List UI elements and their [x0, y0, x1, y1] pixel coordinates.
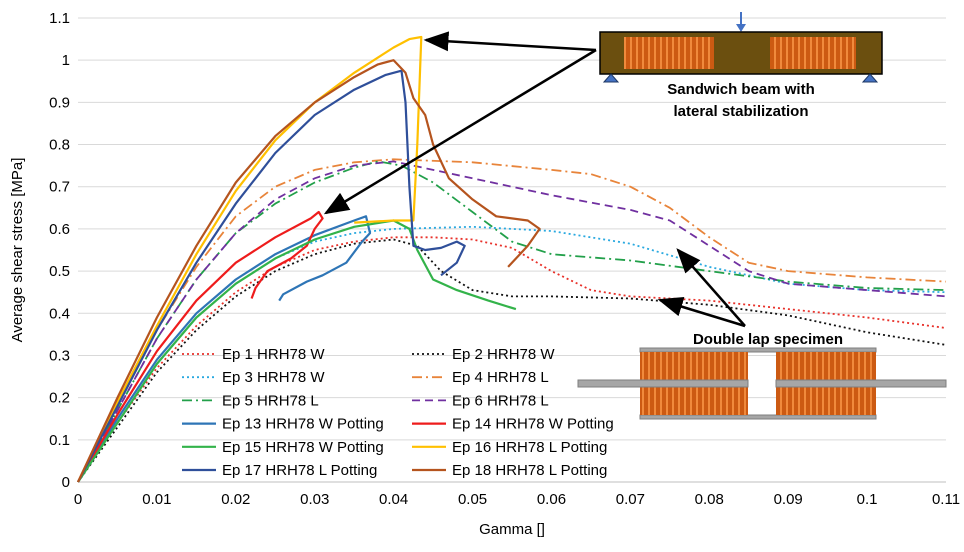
x-tick-label: 0.08 — [695, 491, 724, 508]
x-tick-label: 0.03 — [300, 491, 329, 508]
y-tick-label: 0.9 — [49, 94, 70, 111]
legend-label: Ep 4 HRH78 L — [452, 369, 549, 386]
legend-label: Ep 5 HRH78 L — [222, 392, 319, 409]
annotation-arrows — [323, 31, 746, 328]
y-tick-label: 1.1 — [49, 10, 70, 27]
legend-label: Ep 13 HRH78 W Potting — [222, 416, 384, 433]
axes: 0 0.1 0.2 0.3 0.4 0.5 0.6 0.7 0.8 0.9 1 1.1 0 0.01 0.0… — [9, 10, 960, 538]
legend-label: Ep 1 HRH78 W — [222, 346, 325, 363]
legend-label: Ep 2 HRH78 W — [452, 346, 555, 363]
y-tick-label: 0.1 — [49, 432, 70, 449]
y-axis-title: Average shear stress [MPa] — [9, 158, 26, 343]
x-tick-label: 0.01 — [142, 491, 171, 508]
y-tick-label: 0.4 — [49, 305, 70, 322]
legend-label: Ep 15 HRH78 W Potting — [222, 439, 384, 456]
x-tick-label: 0.06 — [537, 491, 566, 508]
y-tick-label: 0.7 — [49, 179, 70, 196]
series-line — [77, 35, 423, 483]
sandwich-beam-illustration: Sandwich beam with lateral stabilization — [599, 12, 883, 120]
series-line — [77, 225, 947, 483]
x-tick-label: 0.05 — [458, 491, 487, 508]
legend-label: Ep 17 HRH78 L Potting — [222, 462, 377, 479]
y-tick-label: 1 — [62, 52, 70, 69]
x-tick-label: 0.07 — [616, 491, 645, 508]
sandwich-label-1: Sandwich beam with — [667, 81, 815, 98]
series-line — [77, 158, 947, 483]
double-lap-label: Double lap specimen — [693, 331, 843, 348]
x-axis-title: Gamma [] — [479, 521, 545, 538]
series-line — [77, 210, 324, 483]
series-line — [77, 160, 947, 483]
x-tick-label: 0.02 — [221, 491, 250, 508]
series-line — [77, 215, 372, 483]
sandwich-label-2: lateral stabilization — [673, 103, 808, 120]
series-line — [77, 59, 541, 483]
x-tick-label: 0.04 — [379, 491, 408, 508]
x-tick-label: 0.1 — [857, 491, 878, 508]
x-tick-label: 0 — [74, 491, 82, 508]
series-line — [77, 219, 517, 483]
legend: Ep 1 HRH78 W Ep 2 HRH78 W Ep 3 HRH78 W Ep 4… — [182, 346, 614, 479]
y-tick-label: 0.3 — [49, 347, 70, 364]
double-lap-illustration: Double lap specimen — [577, 331, 947, 420]
legend-label: Ep 18 HRH78 L Potting — [452, 462, 607, 479]
x-tick-label: 0.09 — [774, 491, 803, 508]
series-group — [77, 35, 947, 483]
y-tick-label: 0.6 — [49, 221, 70, 238]
legend-label: Ep 16 HRH78 L Potting — [452, 439, 607, 456]
y-tick-label: 0 — [62, 474, 70, 491]
legend-label: Ep 6 HRH78 L — [452, 392, 549, 409]
x-tick-label: 0.11 — [932, 491, 960, 508]
y-tick-label: 0.8 — [49, 137, 70, 154]
legend-label: Ep 3 HRH78 W — [222, 369, 325, 386]
legend-label: Ep 14 HRH78 W Potting — [452, 416, 614, 433]
y-tick-label: 0.2 — [49, 390, 70, 407]
y-tick-label: 0.5 — [49, 263, 70, 280]
series-line — [77, 69, 466, 483]
series-line — [77, 236, 947, 483]
